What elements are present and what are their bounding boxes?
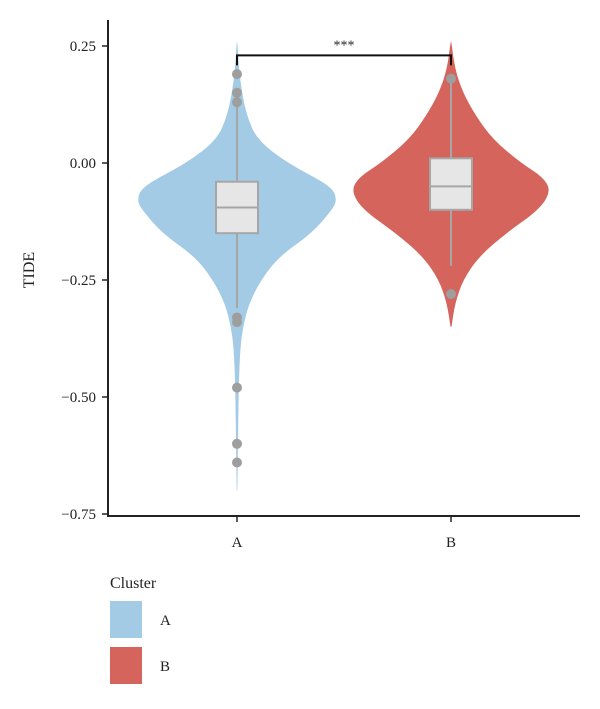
legend-swatch-b	[110, 647, 142, 684]
significance-label: ***	[334, 38, 355, 53]
outlier-point	[446, 73, 456, 84]
violin-layer	[138, 41, 549, 491]
y-tick-label: 0.25	[70, 39, 96, 55]
box-b	[429, 157, 473, 211]
legend-swatch-a	[110, 601, 142, 638]
outlier-layer	[232, 69, 456, 468]
outlier-point	[232, 97, 242, 108]
outlier-point	[232, 382, 242, 393]
outlier-point	[232, 317, 242, 328]
y-axis-title: TIDE	[21, 252, 38, 288]
outlier-point	[232, 457, 242, 468]
y-tick-label: 0.00	[70, 156, 96, 172]
y-axis-ticks: 0.25 0.00 −0.25 −0.50 −0.75	[61, 39, 108, 523]
legend-title: Cluster	[110, 575, 157, 592]
y-tick-label: −0.75	[61, 507, 96, 523]
x-tick-label: B	[446, 535, 456, 551]
legend-label: B	[160, 659, 170, 675]
y-tick-label: −0.25	[61, 273, 96, 289]
y-tick-label: −0.50	[61, 390, 96, 406]
significance-bracket: ***	[236, 38, 452, 66]
legend-label: A	[160, 613, 171, 629]
legend: AB	[110, 601, 171, 684]
outlier-point	[446, 289, 456, 300]
box-layer	[215, 83, 473, 309]
outlier-point	[232, 87, 242, 98]
significance-line	[236, 54, 452, 66]
outlier-point	[232, 438, 242, 449]
x-tick-label: A	[232, 535, 243, 551]
outlier-point	[232, 69, 242, 80]
